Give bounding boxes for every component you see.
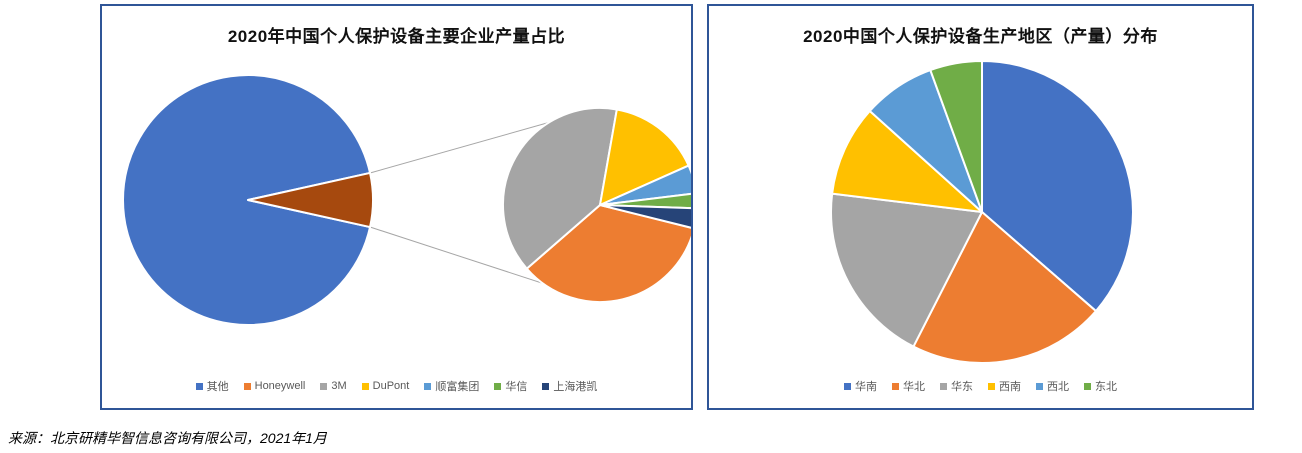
legend-label: DuPont — [372, 380, 410, 392]
legend-marker-icon — [844, 382, 851, 390]
legend-item-顺富集团: 顺富集团 — [424, 378, 479, 394]
legend-label: 华东 — [951, 381, 973, 393]
chart-title-left: 2020年中国个人保护设备主要企业产量占比 — [227, 27, 566, 46]
legend-item-华北: 华北 — [892, 378, 925, 394]
legend-item-西南: 西南 — [988, 378, 1021, 394]
region-pie-chart — [830, 60, 1134, 364]
legend-label: 华信 — [505, 381, 528, 393]
legend-label: 顺富集团 — [435, 381, 480, 393]
legend-label: 华北 — [903, 381, 925, 393]
legend-marker-icon — [892, 382, 899, 390]
pie-slice-华北 — [912, 211, 1097, 364]
pie-slice-东北 — [929, 60, 983, 213]
legend-marker-icon — [243, 382, 251, 390]
legend-item-东北: 东北 — [1084, 378, 1117, 394]
legend-marker-icon — [195, 382, 203, 390]
pie-slice-顺富集团 — [599, 164, 691, 206]
pie-slice-华东 — [830, 192, 983, 348]
legend-label: 3M — [331, 380, 347, 392]
legend-item-3M: 3M — [320, 380, 347, 392]
legend-marker-icon — [494, 382, 502, 390]
legend-label: 华南 — [855, 381, 877, 393]
legend-marker-icon — [424, 382, 432, 390]
legend-item-西北: 西北 — [1036, 378, 1069, 394]
legend-item-上海港凯: 上海港凯 — [542, 378, 597, 394]
chart-title-right: 2020中国个人保护设备生产地区（产量）分布 — [803, 27, 1158, 46]
pie-slice-3M — [502, 107, 618, 270]
legend-label: 西北 — [1047, 381, 1069, 393]
legend-label: Honeywell — [254, 380, 306, 392]
legend-marker-icon — [320, 382, 328, 390]
legend-item-华南: 华南 — [844, 378, 877, 394]
legend-marker-icon — [1036, 382, 1043, 390]
company-share-chart-panel: 2020年中国个人保护设备主要企业产量占比 其他 Honeywell 3M DuPon… — [100, 4, 693, 410]
pie-slice-细分企业合计 — [247, 171, 375, 229]
legend-label: 东北 — [1095, 381, 1117, 393]
legend-item-DuPont: DuPont — [361, 380, 410, 392]
pie-slice-上海港凯 — [599, 204, 691, 229]
pie-slice-DuPont — [599, 108, 690, 206]
pie-slice-西南 — [831, 109, 983, 213]
pie-slice-其他 — [122, 74, 372, 326]
legend-item-其他: 其他 — [195, 378, 229, 394]
legend-label: 其他 — [206, 381, 229, 393]
pie-slice-Honeywell — [525, 204, 691, 303]
legend-marker-icon — [542, 382, 550, 390]
legend-item-华信: 华信 — [494, 378, 527, 394]
region-share-chart-panel: 2020中国个人保护设备生产地区（产量）分布 华南 华北 华东 西南 西北 东北 — [707, 4, 1254, 410]
legend-marker-icon — [361, 382, 369, 390]
legend-label: 上海港凯 — [553, 381, 598, 393]
source-note: 来源：北京研精毕智信息咨询有限公司，2021年1月 — [8, 430, 327, 446]
pie-slice-华信 — [599, 192, 691, 210]
legend-item-Honeywell: Honeywell — [243, 380, 306, 392]
legend-marker-icon — [940, 382, 947, 390]
legend-marker-icon — [1084, 382, 1091, 390]
pie-of-pie-chart — [122, 74, 691, 326]
legend-right: 华南 华北 华东 西南 西北 东北 — [709, 378, 1252, 394]
pie-slice-华南 — [981, 60, 1134, 313]
legend-marker-icon — [988, 382, 995, 390]
legend-left: 其他 Honeywell 3M DuPont 顺富集团 华信 上海港凯 — [102, 378, 691, 394]
legend-item-华东: 华东 — [940, 378, 973, 394]
legend-label: 西南 — [999, 381, 1021, 393]
